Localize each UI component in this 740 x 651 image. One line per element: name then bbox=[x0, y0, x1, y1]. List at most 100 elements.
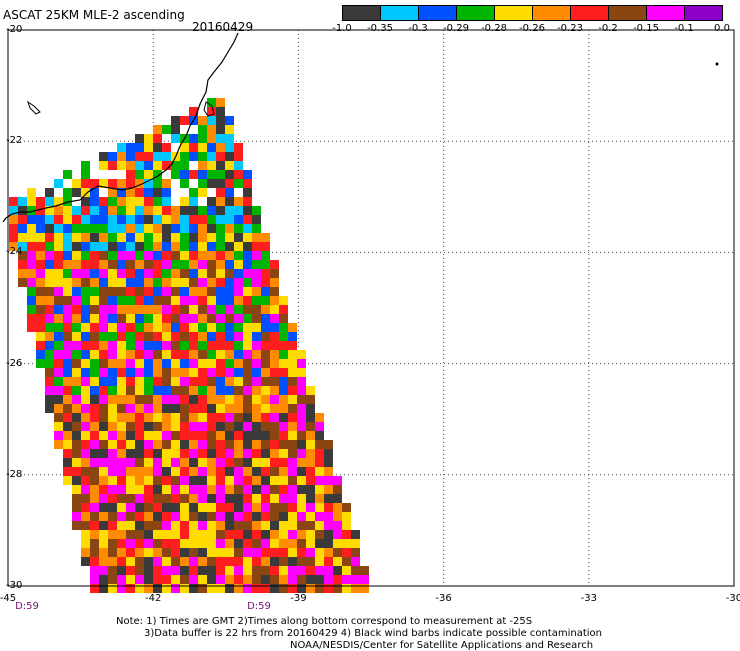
swath-pixel bbox=[180, 530, 189, 539]
swath-pixel bbox=[279, 485, 288, 494]
swath-pixel bbox=[126, 161, 135, 170]
swath-pixel bbox=[171, 539, 180, 548]
swath-pixel bbox=[108, 296, 117, 305]
swath-pixel bbox=[117, 179, 126, 188]
swath-pixel bbox=[117, 386, 126, 395]
swath-pixel bbox=[171, 521, 180, 530]
swath-pixel bbox=[54, 242, 63, 251]
swath-pixel bbox=[126, 224, 135, 233]
swath-pixel bbox=[216, 557, 225, 566]
swath-pixel bbox=[225, 476, 234, 485]
swath-pixel bbox=[270, 584, 279, 593]
swath-pixel bbox=[162, 332, 171, 341]
swath-pixel bbox=[180, 575, 189, 584]
swath-pixel bbox=[279, 332, 288, 341]
swath-pixel bbox=[279, 314, 288, 323]
swath-pixel bbox=[216, 575, 225, 584]
swath-pixel bbox=[189, 224, 198, 233]
swath-pixel bbox=[270, 350, 279, 359]
swath-pixel bbox=[189, 188, 198, 197]
swath-pixel bbox=[126, 332, 135, 341]
swath-pixel bbox=[144, 314, 153, 323]
y-axis-label: -30 bbox=[6, 580, 23, 591]
x-axis-label: -36 bbox=[435, 593, 452, 604]
swath-pixel bbox=[180, 215, 189, 224]
swath-pixel bbox=[180, 206, 189, 215]
swath-pixel bbox=[216, 521, 225, 530]
swath-pixel bbox=[117, 566, 126, 575]
swath-pixel bbox=[144, 512, 153, 521]
swath-pixel bbox=[63, 422, 72, 431]
swath-pixel bbox=[126, 377, 135, 386]
swath-pixel bbox=[234, 314, 243, 323]
swath-pixel bbox=[225, 404, 234, 413]
swath-pixel bbox=[297, 386, 306, 395]
swath-pixel bbox=[162, 287, 171, 296]
swath-pixel bbox=[207, 485, 216, 494]
swath-pixel bbox=[72, 224, 81, 233]
swath-pixel bbox=[207, 278, 216, 287]
swath-pixel bbox=[99, 413, 108, 422]
swath-pixel bbox=[234, 521, 243, 530]
swath-pixel bbox=[234, 449, 243, 458]
swath-pixel bbox=[189, 287, 198, 296]
swath-pixel bbox=[36, 278, 45, 287]
swath-pixel bbox=[288, 422, 297, 431]
swath-pixel bbox=[72, 188, 81, 197]
swath-pixel bbox=[171, 233, 180, 242]
swath-pixel bbox=[315, 557, 324, 566]
swath-pixel bbox=[135, 179, 144, 188]
swath-pixel bbox=[279, 476, 288, 485]
swath-pixel bbox=[45, 206, 54, 215]
swath-pixel bbox=[198, 269, 207, 278]
swath-pixel bbox=[288, 404, 297, 413]
swath-pixel bbox=[234, 206, 243, 215]
swath-pixel bbox=[288, 476, 297, 485]
swath-pixel bbox=[261, 332, 270, 341]
swath-pixel bbox=[126, 512, 135, 521]
swath-pixel bbox=[234, 323, 243, 332]
swath-pixel bbox=[279, 404, 288, 413]
swath-pixel bbox=[171, 530, 180, 539]
swath-pixel bbox=[171, 404, 180, 413]
swath-pixel bbox=[117, 377, 126, 386]
swath-pixel bbox=[243, 584, 252, 593]
swath-pixel bbox=[225, 575, 234, 584]
swath-pixel bbox=[252, 539, 261, 548]
swath-pixel bbox=[90, 485, 99, 494]
colorbar-label: -0.2 bbox=[598, 23, 618, 34]
swath-pixel bbox=[99, 179, 108, 188]
swath-pixel bbox=[108, 332, 117, 341]
swath-pixel bbox=[207, 170, 216, 179]
swath-pixel bbox=[63, 386, 72, 395]
swath-pixel bbox=[108, 395, 117, 404]
swath-pixel bbox=[270, 548, 279, 557]
swath-pixel bbox=[54, 314, 63, 323]
swath-pixel bbox=[54, 224, 63, 233]
swath-pixel bbox=[207, 305, 216, 314]
swath-pixel bbox=[261, 476, 270, 485]
swath-pixel bbox=[270, 386, 279, 395]
swath-pixel bbox=[90, 566, 99, 575]
swath-pixel bbox=[261, 395, 270, 404]
swath-pixel bbox=[261, 386, 270, 395]
swath-pixel bbox=[270, 287, 279, 296]
swath-pixel bbox=[108, 341, 117, 350]
swath-pixel bbox=[243, 206, 252, 215]
swath-pixel bbox=[162, 305, 171, 314]
swath-pixel bbox=[297, 350, 306, 359]
swath-pixel bbox=[180, 476, 189, 485]
swath-pixel bbox=[288, 377, 297, 386]
swath-pixel bbox=[243, 215, 252, 224]
swath-pixel bbox=[63, 224, 72, 233]
swath-pixel bbox=[216, 233, 225, 242]
swath-pixel bbox=[63, 242, 72, 251]
swath-pixel bbox=[153, 305, 162, 314]
swath-pixel bbox=[342, 512, 351, 521]
swath-pixel bbox=[180, 404, 189, 413]
swath-pixel bbox=[297, 377, 306, 386]
swath-pixel bbox=[198, 584, 207, 593]
swath-pixel bbox=[126, 557, 135, 566]
swath-pixel bbox=[207, 530, 216, 539]
swath-pixel bbox=[216, 566, 225, 575]
